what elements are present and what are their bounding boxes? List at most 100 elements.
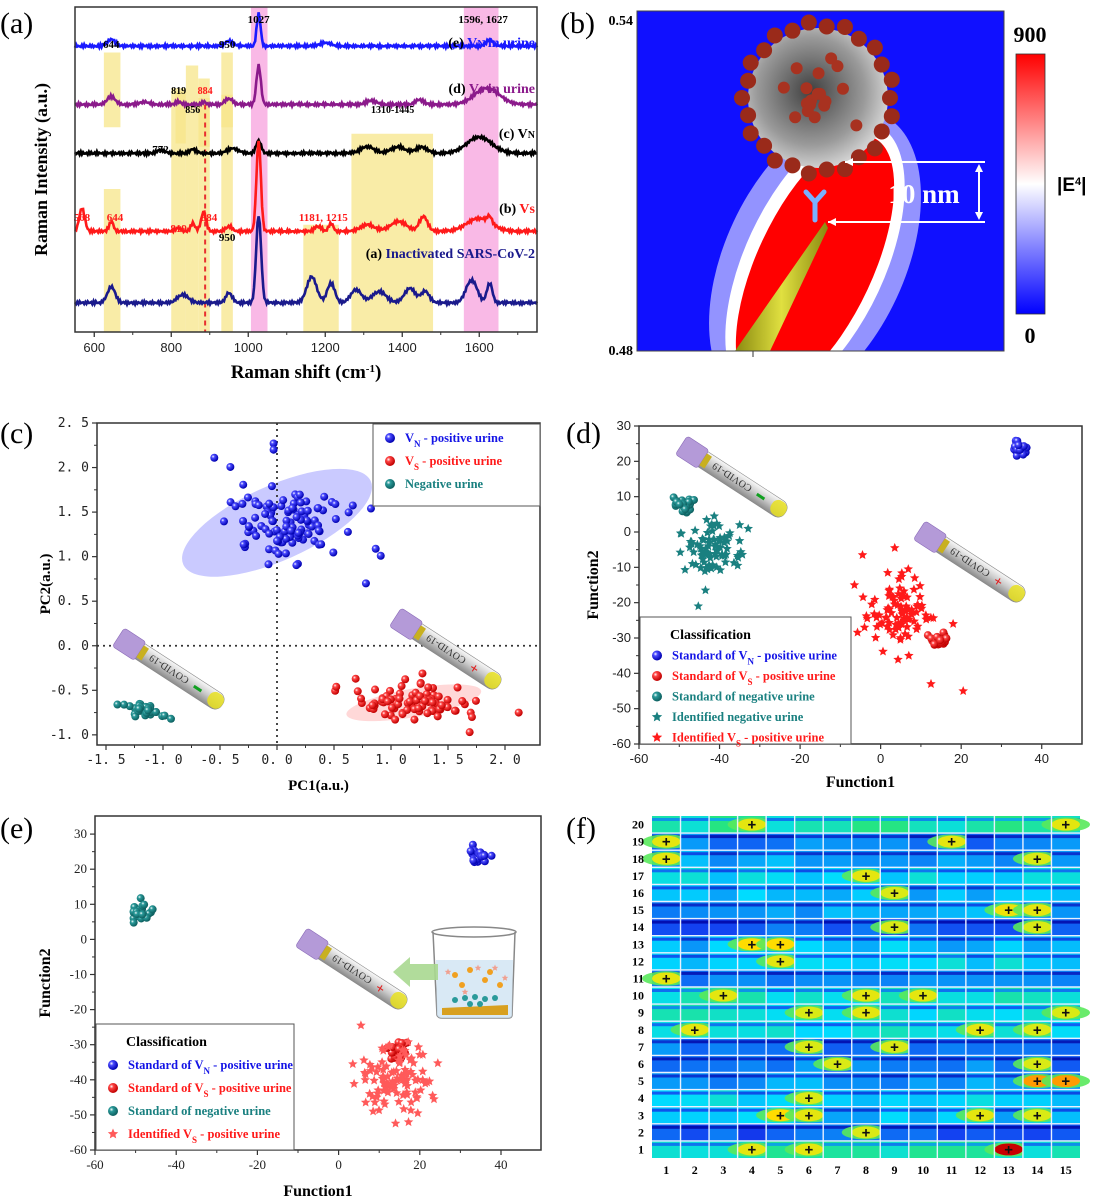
- tube-liquid: [484, 671, 501, 689]
- data-point-star: [676, 528, 686, 538]
- heatmap-hotspot: [794, 1092, 824, 1105]
- heatmap-cell-stripe: [794, 852, 824, 856]
- y-axis-title: Function2: [37, 948, 54, 1017]
- virus-spike: [883, 71, 900, 88]
- data-point-star: [365, 1059, 375, 1069]
- peak-annotation: 884: [201, 212, 218, 224]
- data-point: [681, 505, 690, 514]
- heatmap-cell-stripe: [965, 1006, 995, 1010]
- heatmap-hotspot: [1051, 818, 1080, 831]
- data-point-star: [397, 1045, 408, 1055]
- heatmap-cell-stripe: [709, 920, 738, 924]
- data-point-star: [715, 565, 726, 575]
- data-point-star: [370, 1097, 380, 1107]
- y-tick-label: 10: [74, 896, 87, 911]
- data-point: [410, 715, 419, 724]
- legend-marker: [652, 691, 662, 702]
- data-point: [371, 685, 380, 694]
- data-point-star: [381, 1061, 392, 1071]
- heatmap-hotspot: [851, 869, 881, 882]
- heatmap-cell-stripe: [1051, 954, 1080, 958]
- legend-item: Standard of VS - positive urine: [128, 1081, 292, 1099]
- data-point: [295, 490, 304, 499]
- minus-sign-icon: [192, 684, 203, 693]
- peak-annotation: 644: [103, 39, 120, 51]
- data-point-star: [884, 590, 894, 600]
- heatmap-cell-stripe: [709, 818, 738, 821]
- virus-particle: [734, 14, 900, 182]
- x-axis-title-tail: ): [375, 362, 381, 383]
- heatmap-cell-stripe: [709, 1125, 738, 1129]
- y-tick-label: 15: [632, 903, 644, 917]
- data-point-star: [709, 534, 719, 544]
- gold-tip: [735, 222, 828, 351]
- heatmap-hotspot: [680, 1023, 710, 1036]
- virus-spike-inner: [819, 95, 832, 108]
- arrowhead-icon: [975, 164, 983, 172]
- heatmap-cell-stripe: [1022, 989, 1052, 992]
- tube-liquid: [1008, 584, 1025, 602]
- virus-spike: [836, 18, 853, 35]
- legend-item-tail: - positive urine: [753, 669, 836, 683]
- data-point: [261, 509, 270, 518]
- panel-labels: (a) (b) (c) (d) (e) (f): [0, 7, 601, 845]
- colorbar: [1015, 53, 1046, 315]
- x-tick-label: 1. 0: [375, 753, 406, 768]
- data-point-star: [675, 547, 685, 557]
- plus-marker-icon: +: [776, 936, 785, 953]
- legend-item-tail: - positive urine: [421, 431, 504, 445]
- series-2: [113, 699, 175, 723]
- heatmap-hotspot: [1022, 1109, 1052, 1122]
- panel-e-lda-scatter: COVID-19+ -60 -40 -20 0 20 40 -60 -50 -40 -30 -20 -1…: [37, 815, 542, 1200]
- y-tick-label: -20: [70, 1002, 87, 1017]
- heatmap-cell-stripe: [823, 989, 852, 992]
- y-tick-label: -1. 0: [50, 728, 89, 743]
- heatmap-cell-stripe: [680, 886, 710, 890]
- y-tick-label: 0.54: [609, 14, 634, 29]
- data-point: [269, 445, 278, 454]
- data-point: [320, 492, 329, 501]
- data-point-star: [858, 592, 868, 602]
- y-tick-label: 16: [632, 886, 644, 900]
- data-point-star: [902, 612, 912, 622]
- series-3: [675, 511, 753, 611]
- plus-marker-icon: +: [947, 834, 956, 851]
- heatmap-cell-stripe: [994, 1125, 1023, 1129]
- heatmap-hotspot: [1022, 852, 1052, 865]
- data-point: [140, 900, 149, 909]
- data-point: [264, 560, 273, 569]
- heatmap-cell-stripe: [709, 886, 738, 890]
- data-point: [437, 701, 446, 710]
- heatmap-cell-stripe: [737, 954, 767, 958]
- data-point-star: [399, 1104, 409, 1114]
- x-axis-title: PC1(a.u.): [288, 778, 349, 794]
- data-point-star: [397, 1074, 408, 1084]
- data-point: [351, 674, 360, 683]
- heatmap-cell-stripe: [880, 869, 909, 873]
- heatmap-hotspot: [652, 972, 681, 985]
- heatmap-cell-stripe: [994, 852, 1023, 856]
- substrate: [442, 1005, 508, 1015]
- series-label-tail: s: [530, 202, 536, 217]
- series-label-sub: N: [477, 39, 485, 50]
- series-label: (c) VN: [499, 127, 536, 142]
- heatmap-cell-stripe: [1051, 989, 1080, 992]
- data-point-star: [902, 621, 912, 631]
- virus-spike: [873, 123, 890, 140]
- virus-spike: [756, 137, 773, 154]
- virus-spike: [734, 90, 750, 106]
- virus-spike: [836, 161, 853, 178]
- heatmap-cell-stripe: [680, 1074, 710, 1078]
- heatmap-cell-stripe: [908, 1040, 938, 1044]
- data-point-star: [734, 519, 745, 529]
- heatmap-cell-stripe: [937, 971, 966, 975]
- plot-frame: [636, 10, 1005, 352]
- peak-annotation: 568: [74, 212, 91, 224]
- heatmap-cell-stripe: [737, 989, 767, 992]
- heatmap-cell-stripe: [1051, 1142, 1080, 1146]
- y-tick-label: 7: [638, 1040, 644, 1054]
- x-tick-label: 0: [335, 1157, 342, 1172]
- data-point-star: [406, 1105, 416, 1115]
- plus-marker-icon: +: [747, 936, 756, 953]
- heatmap-hotspot: [851, 1126, 881, 1139]
